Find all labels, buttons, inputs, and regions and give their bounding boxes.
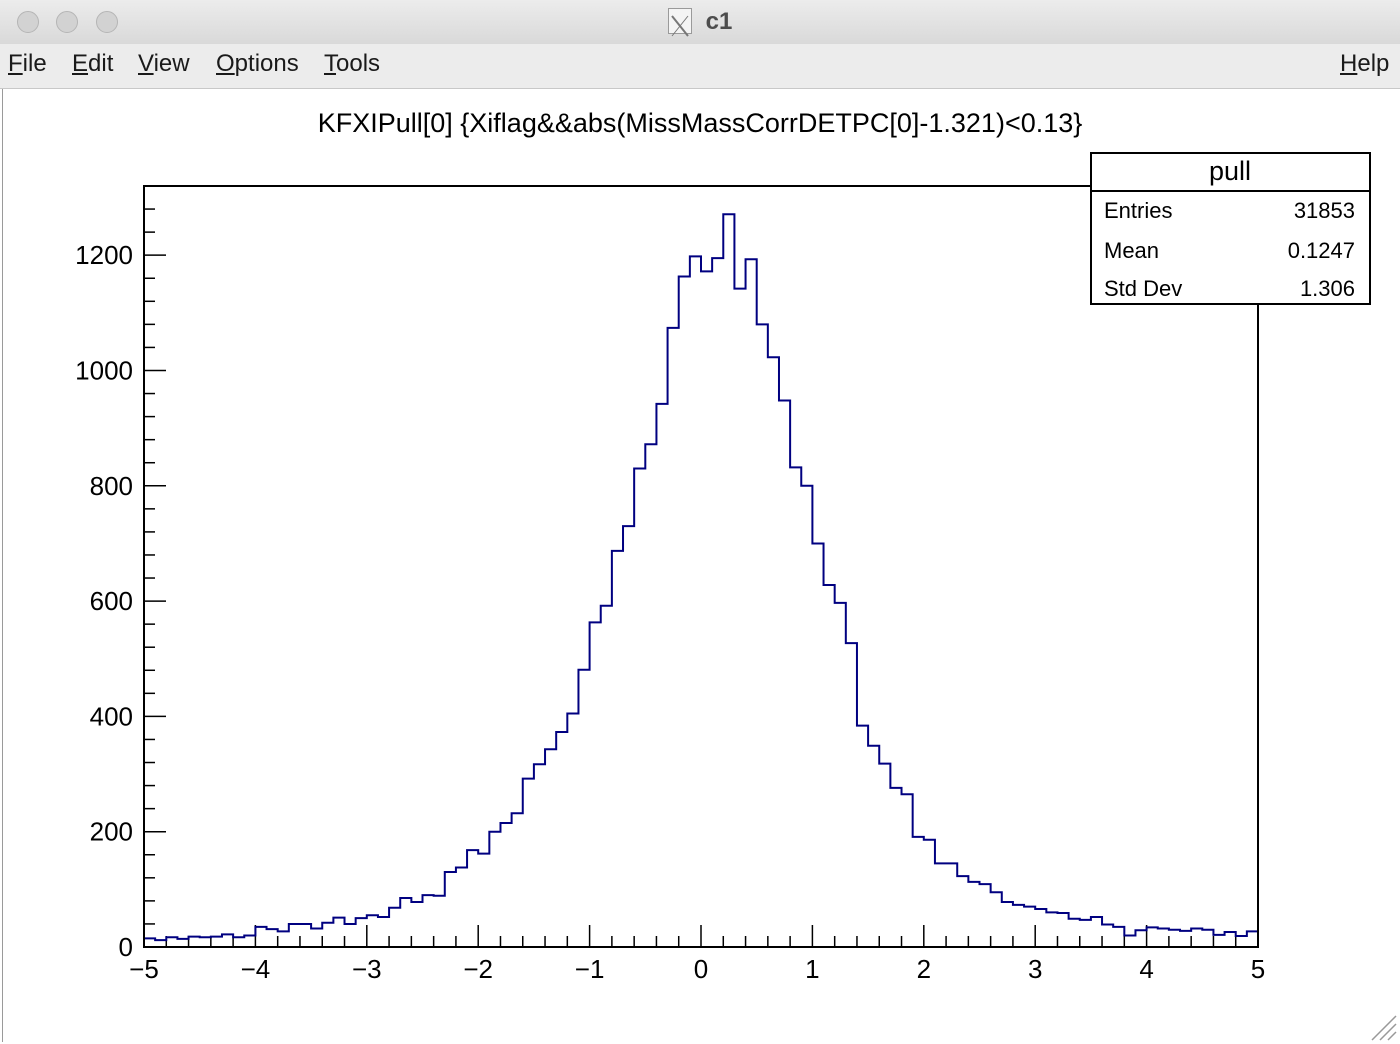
y-tick-label: 800 [90, 471, 133, 501]
x-tick-label: 5 [1251, 954, 1265, 984]
menu-help-mnemonic: H [1340, 50, 1358, 77]
y-tick-label: 200 [90, 817, 133, 847]
stats-box-frame [1090, 152, 1371, 305]
x-tick-labels: −5 −4 −3 −2 −1 0 1 2 3 4 5 [129, 954, 1265, 984]
x-tick-label: 4 [1139, 954, 1153, 984]
stats-name: pull [1209, 156, 1251, 186]
x11-app-icon [667, 7, 692, 37]
menu-file-label: ile [22, 50, 47, 77]
menu-options[interactable]: Options [216, 44, 299, 88]
menu-edit[interactable]: Edit [72, 44, 113, 88]
x-tick-label: −1 [575, 954, 605, 984]
stats-box[interactable]: pull Entries 31853 Mean 0.1247 Std Dev 1… [1090, 152, 1371, 305]
x-tick-label: −5 [129, 954, 159, 984]
y-tick-label: 400 [90, 701, 133, 731]
x-tick-label: −2 [463, 954, 493, 984]
menu-help-label: elp [1357, 50, 1390, 77]
menu-file[interactable]: File [8, 44, 47, 88]
y-tick-label: 0 [119, 932, 133, 962]
menu-bar: File Edit View Options Tools Help [0, 44, 1400, 89]
y-tick-labels: 0 200 400 600 800 1000 1200 [75, 240, 133, 962]
zoom-window-button[interactable] [96, 11, 118, 33]
x-tick-label: −4 [241, 954, 271, 984]
chart-title: KFXIPull[0] {Xiflag&&abs(MissMassCorrDET… [318, 108, 1083, 138]
y-tick-label: 1200 [75, 240, 133, 270]
menu-options-label: ptions [234, 50, 299, 77]
window-title-area: c1 [0, 0, 1400, 44]
window-title: c1 [705, 8, 733, 35]
stats-mean-label: Mean [1104, 238, 1159, 263]
menu-tools-mnemonic: T [324, 50, 336, 77]
x-tick-label: −3 [352, 954, 382, 984]
y-tick-label: 1000 [75, 355, 133, 385]
menu-help[interactable]: Help [1340, 44, 1389, 88]
x-tick-label: 2 [917, 954, 931, 984]
menu-view[interactable]: View [138, 44, 190, 88]
stats-stddev-value: 1.306 [1300, 276, 1355, 301]
y-tick-label: 600 [90, 586, 133, 616]
minimize-window-button[interactable] [56, 11, 78, 33]
menu-tools[interactable]: Tools [324, 44, 380, 88]
menu-view-label: iew [153, 50, 190, 77]
x-tick-label: 0 [694, 954, 708, 984]
menu-edit-mnemonic: E [72, 50, 89, 77]
close-window-button[interactable] [17, 11, 39, 33]
x-tick-label: 3 [1028, 954, 1042, 984]
menu-edit-label: dit [88, 50, 114, 77]
menu-tools-label: ools [336, 50, 381, 77]
stats-entries-value: 31853 [1294, 198, 1355, 223]
stats-mean-value: 0.1247 [1288, 238, 1355, 263]
menu-file-mnemonic: F [8, 50, 23, 77]
stats-entries-label: Entries [1104, 198, 1172, 223]
menu-view-mnemonic: V [138, 50, 154, 77]
stats-stddev-label: Std Dev [1104, 276, 1182, 301]
resize-grip-icon[interactable] [1371, 1015, 1397, 1041]
menu-options-mnemonic: O [216, 50, 235, 77]
histogram-line [143, 213, 1259, 947]
plot-frame [143, 185, 1259, 948]
x-tick-label: 1 [805, 954, 819, 984]
